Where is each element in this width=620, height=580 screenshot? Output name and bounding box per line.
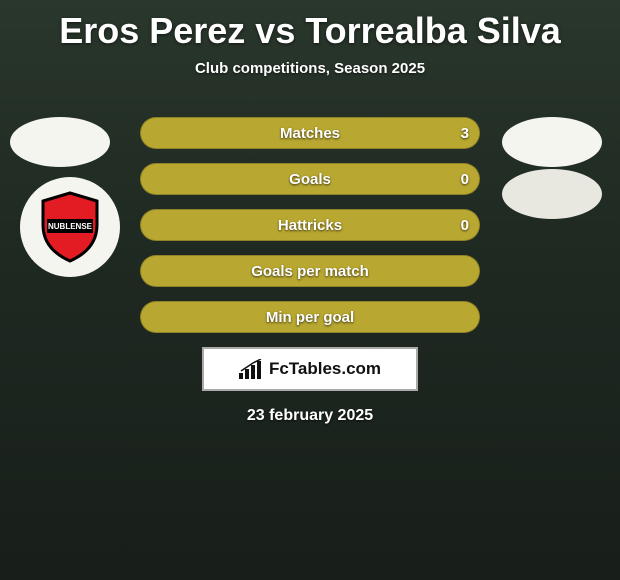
stat-label: Hattricks — [278, 217, 342, 234]
date-caption: 23 february 2025 — [0, 407, 620, 425]
chart-icon — [239, 359, 263, 379]
subtitle: Club competitions, Season 2025 — [0, 60, 620, 77]
club-badge-left: NUBLENSE — [20, 177, 120, 277]
brand-watermark: FcTables.com — [202, 347, 418, 391]
stat-label: Matches — [280, 125, 340, 142]
stat-row-min-per-goal: Min per goal — [140, 301, 480, 333]
shield-icon: NUBLENSE — [39, 191, 101, 263]
brand-text: FcTables.com — [269, 359, 381, 379]
stat-value: 0 — [461, 164, 469, 194]
stat-row-hattricks: Hattricks 0 — [140, 209, 480, 241]
stat-rows: Matches 3 Goals 0 Hattricks 0 Goals per match M… — [140, 117, 480, 333]
page-title: Eros Perez vs Torrealba Silva — [0, 0, 620, 52]
stat-label: Min per goal — [266, 309, 354, 326]
player-left-avatar — [10, 117, 110, 167]
stat-row-goals-per-match: Goals per match — [140, 255, 480, 287]
stat-row-matches: Matches 3 — [140, 117, 480, 149]
club-badge-label: NUBLENSE — [48, 222, 93, 231]
stat-label: Goals per match — [251, 263, 369, 280]
player-right-avatar-1 — [502, 117, 602, 167]
stat-label: Goals — [289, 171, 331, 188]
player-right-avatar-2 — [502, 169, 602, 219]
comparison-panel: NUBLENSE Matches 3 Goals 0 Hattricks 0 Goals p… — [0, 117, 620, 425]
stat-row-goals: Goals 0 — [140, 163, 480, 195]
stat-value: 3 — [461, 118, 469, 148]
stat-value: 0 — [461, 210, 469, 240]
